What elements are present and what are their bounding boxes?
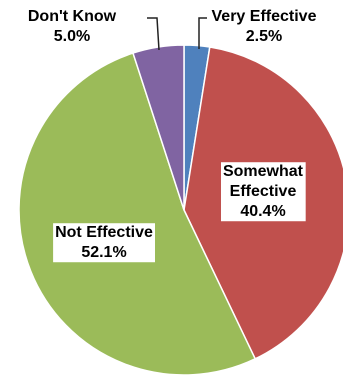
slice-name-label: Not Effective — [55, 224, 153, 241]
slice-label-very-effective: Very Effective 2.5% — [212, 8, 317, 45]
slice-labels: Very Effective 2.5% Somewhat Effective 40.4%… — [28, 8, 317, 263]
slice-label-dont-know: Don't Know 5.0% — [28, 8, 117, 45]
slice-label-somewhat-effective: Somewhat Effective 40.4% — [220, 162, 306, 222]
pie-slice-not-effective — [18, 52, 257, 376]
label-background — [53, 223, 155, 263]
leader-line-very-effective — [198, 17, 207, 49]
slice-label-not-effective: Not Effective 52.1% — [53, 223, 155, 263]
slice-name-label: Very Effective — [212, 8, 317, 25]
slice-name-label: Don't Know — [28, 8, 117, 25]
slice-percent-label: 52.1% — [81, 244, 126, 261]
slice-percent-label: 2.5% — [246, 28, 282, 45]
label-background — [220, 162, 306, 222]
leader-line-dont-know — [147, 17, 160, 51]
slice-percent-label: 5.0% — [54, 28, 90, 45]
leader-lines — [147, 17, 207, 51]
slice-name-label: Somewhat — [223, 163, 304, 180]
slice-name-label: Effective — [230, 183, 297, 200]
slice-percent-label: 40.4% — [240, 203, 285, 220]
